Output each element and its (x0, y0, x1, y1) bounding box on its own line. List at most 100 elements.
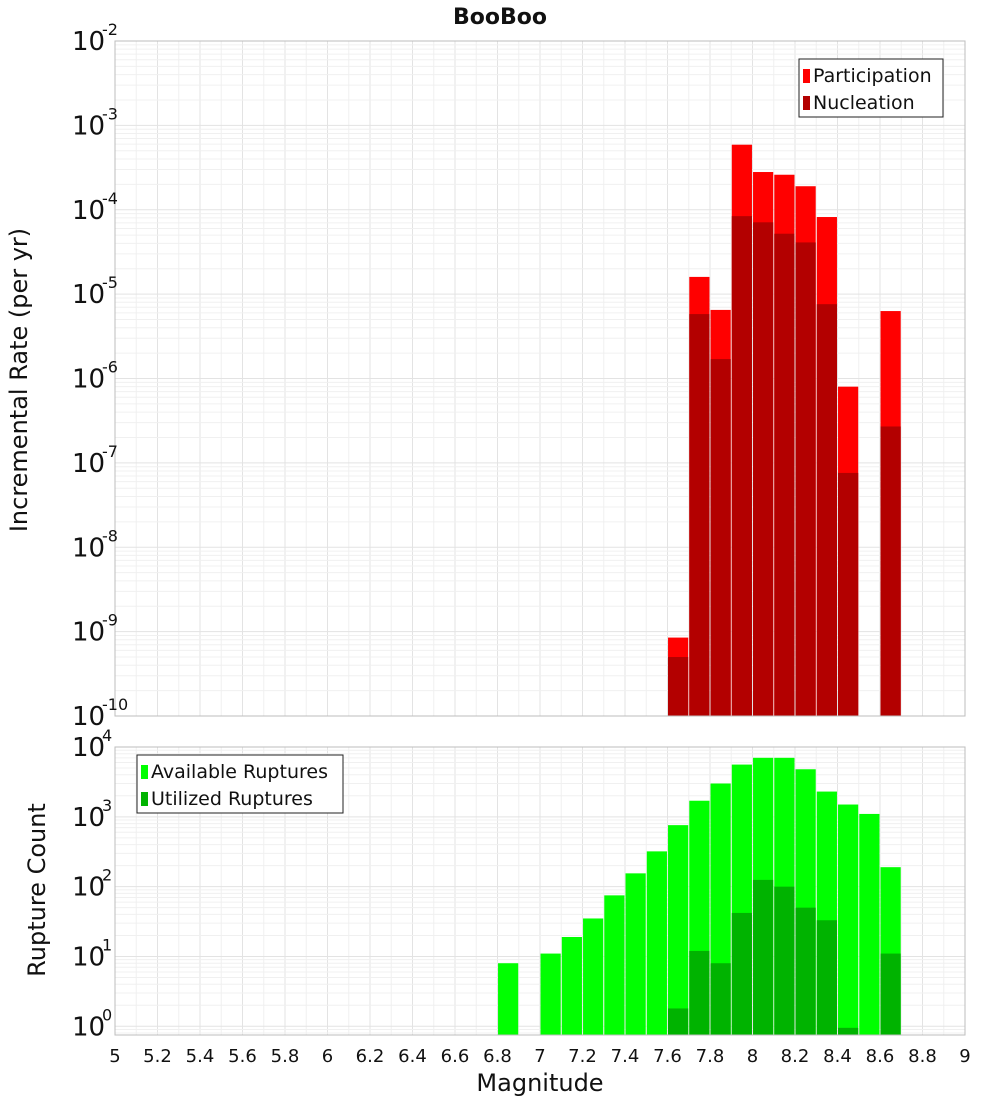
bottom-legend: Available Ruptures Utilized Ruptures (136, 754, 344, 814)
x-tick-label: 7.6 (653, 1046, 682, 1067)
top-y-tick-exponent: -2 (102, 20, 118, 39)
top-bar-nucleation (816, 304, 837, 716)
bottom-bar-utilized-ruptures (731, 912, 752, 1035)
top-legend-label: Nucleation (813, 92, 915, 114)
bottom-legend-label: Utilized Ruptures (151, 788, 313, 810)
bottom-bar-available-ruptures (583, 918, 604, 1035)
top-legend: Participation Nucleation (798, 58, 944, 118)
x-tick-label: 5.6 (228, 1046, 257, 1067)
top-y-tick-label: 10 (72, 618, 105, 648)
top-y-tick-label: 10 (72, 196, 105, 226)
x-tick-label: 7 (534, 1046, 545, 1067)
chart-title: BooBoo (453, 5, 547, 30)
top-y-tick-label: 10 (72, 111, 105, 141)
top-bar-nucleation (880, 426, 901, 716)
x-tick-label: 5.4 (186, 1046, 215, 1067)
bottom-legend-box (136, 754, 344, 814)
top-bar-nucleation (731, 216, 752, 717)
top-y-tick-exponent: -5 (102, 273, 118, 292)
x-tick-label: 8.2 (781, 1046, 810, 1067)
bottom-bar-utilized-ruptures (753, 879, 774, 1035)
bottom-y-tick-exponent: 3 (102, 796, 112, 815)
bottom-y-tick-label: 10 (72, 873, 105, 903)
bottom-y-tick-label: 10 (72, 733, 105, 763)
x-tick-label: 6.8 (483, 1046, 512, 1067)
bottom-bar-available-ruptures (668, 825, 689, 1035)
top-y-tick-exponent: -4 (102, 189, 118, 208)
bottom-bar-utilized-ruptures (710, 963, 731, 1035)
x-tick-label: 9 (959, 1046, 970, 1067)
x-tick-label: 8.6 (866, 1046, 895, 1067)
top-legend-label: Participation (813, 65, 932, 87)
top-y-tick-label: 10 (72, 365, 105, 395)
bottom-y-tick-label: 10 (72, 803, 105, 833)
bottom-bar-utilized-ruptures (689, 950, 710, 1035)
bottom-legend-swatch (141, 765, 148, 779)
top-y-tick-exponent: -3 (102, 104, 118, 123)
bottom-y-tick-label: 10 (72, 1012, 105, 1042)
bottom-y-tick-exponent: 1 (102, 935, 112, 954)
x-tick-label: 6.6 (441, 1046, 470, 1067)
bottom-y-tick-label: 10 (72, 942, 105, 972)
x-ticks: 5 5.2 5.4 5.6 5.8 6 6.2 6.4 6.6 6.8 7 7.2 7.4 7.6 7.8 8… (109, 1046, 970, 1067)
top-grid (114, 40, 966, 717)
x-tick-label: 8.8 (908, 1046, 937, 1067)
bottom-bar-available-ruptures (838, 804, 859, 1035)
top-y-tick-exponent: -8 (102, 526, 118, 545)
bottom-bar-available-ruptures (498, 963, 519, 1035)
top-y-tick-exponent: -6 (102, 358, 118, 377)
x-tick-label: 5 (109, 1046, 120, 1067)
x-tick-label: 7.4 (611, 1046, 640, 1067)
x-axis-label: Magnitude (476, 1069, 603, 1097)
top-y-tick-exponent: -9 (102, 611, 118, 630)
top-bar-nucleation (753, 222, 774, 716)
top-y-tick-label: 10 (72, 27, 105, 57)
top-y-axis-label: Incremental Rate (per yr) (5, 228, 33, 532)
top-legend-swatch (803, 96, 810, 110)
top-bar-nucleation (668, 657, 689, 716)
bottom-bar-utilized-ruptures (774, 886, 795, 1035)
top-y-tick-exponent: -10 (102, 695, 128, 714)
x-tick-label: 5.8 (271, 1046, 300, 1067)
rate-panel: 10-1010-910-810-710-610-510-410-310-2Par… (72, 20, 966, 732)
bottom-bar-utilized-ruptures (880, 953, 901, 1035)
top-bars (668, 144, 901, 717)
top-bar-nucleation (774, 233, 795, 716)
top-bar-nucleation (838, 472, 859, 716)
bottom-grid (114, 746, 966, 1035)
bottom-y-tick-exponent: 0 (102, 1005, 112, 1024)
x-tick-label: 6.2 (356, 1046, 385, 1067)
x-tick-label: 6 (322, 1046, 333, 1067)
x-tick-label: 8 (747, 1046, 758, 1067)
top-y-tick-label: 10 (72, 533, 105, 563)
bottom-bar-available-ruptures (604, 895, 625, 1035)
x-tick-label: 8.4 (823, 1046, 852, 1067)
bottom-bar-available-ruptures (540, 953, 561, 1035)
x-tick-label: 7.2 (568, 1046, 597, 1067)
bottom-bar-utilized-ruptures (838, 1027, 859, 1035)
top-y-tick-label: 10 (72, 280, 105, 310)
top-y-tick-label: 10 (72, 449, 105, 479)
bottom-bar-available-ruptures (646, 851, 667, 1035)
bottom-bar-available-ruptures (561, 936, 582, 1035)
top-bar-nucleation (795, 242, 816, 716)
top-y-tick-exponent: -7 (102, 442, 118, 461)
top-bar-nucleation (710, 359, 731, 716)
bottom-legend-swatch (141, 792, 148, 806)
bottom-y-tick-exponent: 2 (102, 866, 112, 885)
bottom-bar-utilized-ruptures (668, 1008, 689, 1035)
top-legend-swatch (803, 69, 810, 83)
bottom-bar-utilized-ruptures (795, 907, 816, 1035)
x-tick-label: 5.2 (143, 1046, 172, 1067)
top-y-tick-label: 10 (72, 702, 105, 732)
bottom-y-tick-exponent: 4 (102, 726, 112, 745)
bottom-bar-utilized-ruptures (816, 920, 837, 1035)
bottom-plot-frame (114, 746, 966, 1036)
bottom-y-axis-label: Rupture Count (23, 803, 51, 977)
bottom-bars (498, 757, 901, 1035)
